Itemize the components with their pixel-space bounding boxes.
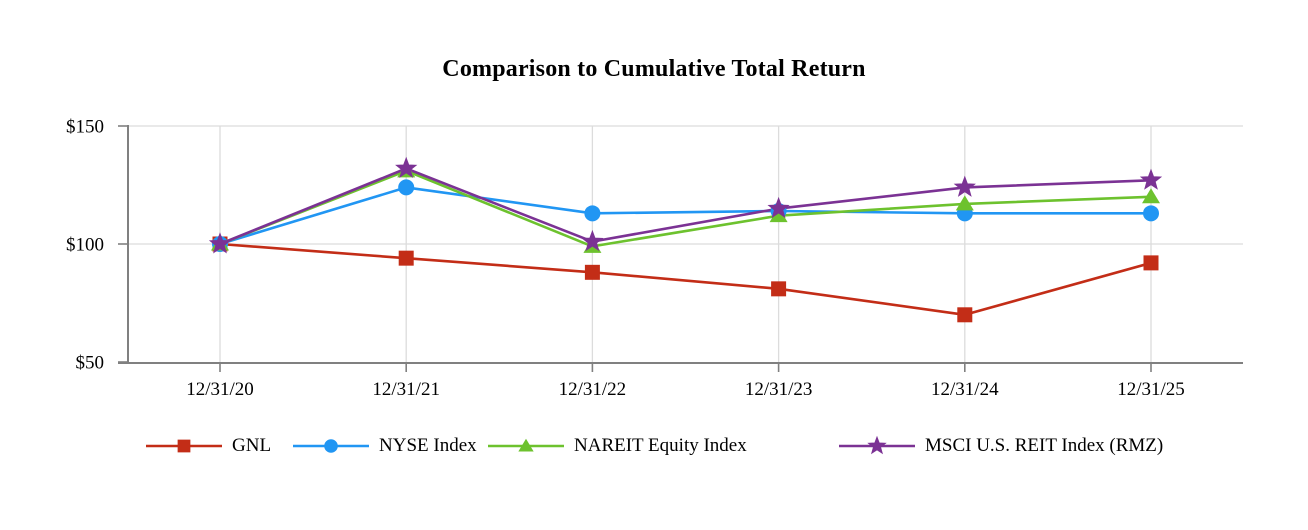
marker-star [395, 156, 418, 178]
legend-square-icon [146, 439, 222, 453]
y-axis-label: $100 [66, 235, 104, 256]
marker-circle [398, 179, 415, 196]
series-line-msci-u-s-reit-index-rmz [219, 167, 1152, 246]
series-line-gnl [219, 242, 1152, 317]
legend-circle-icon [293, 439, 369, 453]
marker-triangle [769, 207, 788, 223]
y-axis-label: $50 [76, 353, 105, 374]
marker-circle [1143, 205, 1159, 222]
x-axis-label: 12/31/23 [745, 379, 813, 400]
marker-star [1139, 168, 1163, 190]
marker-triangle [1142, 188, 1160, 204]
marker-star [953, 175, 976, 197]
legend-triangle-icon [488, 438, 564, 452]
x-axis-label: 12/31/22 [559, 379, 627, 400]
marker-square [398, 250, 414, 266]
marker-star [581, 229, 604, 252]
marker-star [767, 196, 790, 219]
marker-circle [584, 205, 601, 222]
chart-title: Comparison to Cumulative Total Return [442, 56, 866, 82]
y-axis-label: $150 [66, 117, 104, 138]
marker-triangle [955, 195, 974, 211]
legend-item-nyse-index: NYSE Index [292, 432, 477, 460]
legend-label-nareit-equity-index: NAREIT Equity Index [574, 435, 747, 456]
marker-triangle [518, 438, 534, 452]
chart-legend: GNL NYSE Index NAREIT Equity Index MSCI U.S… [0, 432, 1308, 460]
marker-square [1143, 255, 1159, 271]
x-axis-label: 12/31/24 [931, 379, 999, 400]
marker-star [208, 232, 232, 254]
x-axis-label: 12/31/21 [372, 379, 440, 400]
marker-square [177, 439, 191, 453]
legend-item-gnl: GNL [145, 432, 271, 460]
legend-star-icon [839, 435, 915, 455]
legend-label-msci-u-s-reit-index-rmz: MSCI U.S. REIT Index (RMZ) [925, 435, 1164, 456]
legend-item-msci-u-s-reit-index-rmz: MSCI U.S. REIT Index (RMZ) [838, 432, 1163, 460]
x-axis-label: 12/31/25 [1117, 379, 1185, 400]
marker-square [771, 281, 787, 297]
marker-square [584, 264, 600, 280]
series-line-nyse-index [219, 186, 1151, 246]
marker-square [957, 307, 973, 323]
legend-label-gnl: GNL [232, 435, 272, 456]
marker-star [867, 435, 887, 455]
marker-circle [324, 439, 338, 453]
legend-label-nyse-index: NYSE Index [379, 435, 477, 456]
series-line-nareit-equity-index [219, 169, 1152, 248]
legend-item-nareit-equity-index: NAREIT Equity Index [487, 432, 747, 460]
x-axis-label: 12/31/20 [186, 379, 254, 400]
